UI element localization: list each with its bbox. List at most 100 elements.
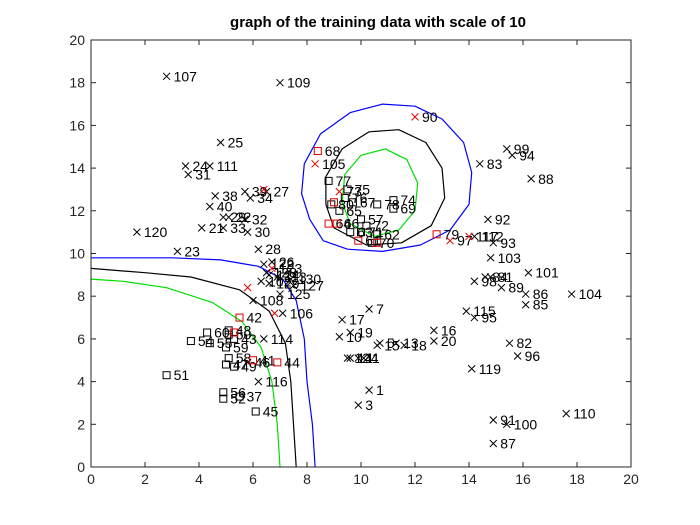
point-label: 52 (230, 391, 246, 407)
point-label: 93 (500, 235, 516, 251)
contour-line (325, 129, 446, 246)
cross-marker (249, 296, 257, 305)
point-label: 98 (481, 273, 497, 289)
cross-marker (205, 162, 214, 170)
point-label: 100 (514, 416, 538, 432)
point-label: 123 (279, 260, 303, 276)
cross-marker (265, 270, 274, 279)
square-marker (235, 392, 244, 401)
x-tick-label: 14 (461, 471, 477, 487)
point-label: 54 (198, 333, 214, 349)
square-marker (432, 230, 441, 239)
square-marker (219, 394, 228, 403)
point-label: 16 (441, 322, 457, 338)
chart-title: graph of the training data with scale of… (230, 14, 526, 31)
point-label: 116 (265, 374, 288, 390)
square-marker (373, 230, 382, 239)
point-label: 122 (271, 256, 295, 272)
point-label: 40 (217, 199, 233, 215)
x-tick-label: 2 (141, 471, 149, 487)
square-marker (205, 339, 214, 348)
point-label: 74 (400, 192, 416, 208)
y-tick-label: 2 (77, 416, 85, 432)
cross-marker (486, 273, 495, 281)
square-marker (389, 196, 398, 205)
cross-marker (259, 260, 268, 269)
point-label: 61 (365, 233, 381, 249)
point-label: 108 (260, 292, 284, 308)
point-label: 104 (579, 286, 603, 302)
square-marker (230, 362, 239, 371)
point-label: 45 (263, 403, 279, 419)
contour-line (301, 103, 473, 252)
point-label: 32 (252, 211, 268, 227)
point-label: 96 (525, 348, 541, 364)
point-label: 56 (230, 384, 246, 400)
cross-marker (470, 277, 479, 286)
cross-marker (335, 187, 344, 196)
cross-marker (502, 145, 511, 153)
cross-marker (481, 273, 490, 281)
y-tick-label: 0 (77, 459, 85, 475)
point-label: 38 (222, 188, 238, 204)
point-label: 86 (533, 286, 549, 302)
point-label: 94 (519, 147, 535, 163)
point-label: 24 (193, 158, 209, 174)
cross-marker (265, 279, 274, 288)
cross-marker (184, 170, 193, 179)
point-label: 27 (274, 184, 290, 200)
point-label: 84 (492, 269, 508, 285)
point-label: 19 (357, 324, 373, 340)
square-marker (235, 313, 244, 322)
square-marker (249, 356, 257, 365)
square-marker (354, 236, 363, 245)
cross-marker (259, 335, 268, 343)
point-label: 1 (376, 382, 384, 398)
square-marker (224, 354, 233, 363)
cross-marker (354, 401, 363, 409)
square-marker (251, 407, 260, 416)
point-label: 20 (441, 333, 457, 349)
point-label: 55 (217, 335, 233, 351)
square-marker (348, 198, 357, 207)
point-label: 12 (355, 350, 371, 366)
cross-marker (257, 277, 265, 286)
point-label: 80 (338, 196, 354, 212)
cross-marker (243, 283, 252, 292)
x-tick-label: 4 (195, 471, 203, 487)
point-label: 88 (538, 171, 554, 187)
square-marker (373, 238, 382, 247)
point-label: 14 (357, 350, 373, 366)
cross-marker (211, 192, 220, 200)
cross-marker (254, 377, 263, 386)
cross-marker (373, 341, 382, 350)
cross-marker (241, 187, 249, 196)
point-label: 112 (481, 228, 504, 244)
point-label: 95 (481, 310, 497, 326)
contour-line (90, 267, 297, 468)
cross-marker (268, 258, 276, 266)
point-label: 72 (373, 218, 389, 234)
point-label: 102 (268, 273, 292, 289)
point-label: 110 (573, 406, 596, 422)
point-label: 47 (233, 357, 249, 373)
point-label: 75 (355, 181, 371, 197)
cross-marker (259, 185, 268, 194)
point-label: 30 (255, 224, 271, 240)
point-label: 130 (298, 271, 322, 287)
cross-marker (430, 326, 438, 335)
point-label: 115 (473, 303, 496, 319)
point-label: 46 (255, 354, 271, 370)
square-marker (162, 371, 171, 380)
cross-marker (241, 215, 249, 224)
square-marker (230, 334, 239, 343)
point-label: 127 (301, 278, 325, 294)
cross-marker (278, 309, 287, 318)
cross-marker (567, 290, 576, 298)
cross-marker (273, 273, 282, 281)
cross-marker (365, 305, 373, 313)
point-label: 69 (400, 201, 416, 217)
point-label: 13 (403, 335, 419, 351)
square-marker (224, 330, 233, 339)
point-label: 106 (290, 305, 314, 321)
